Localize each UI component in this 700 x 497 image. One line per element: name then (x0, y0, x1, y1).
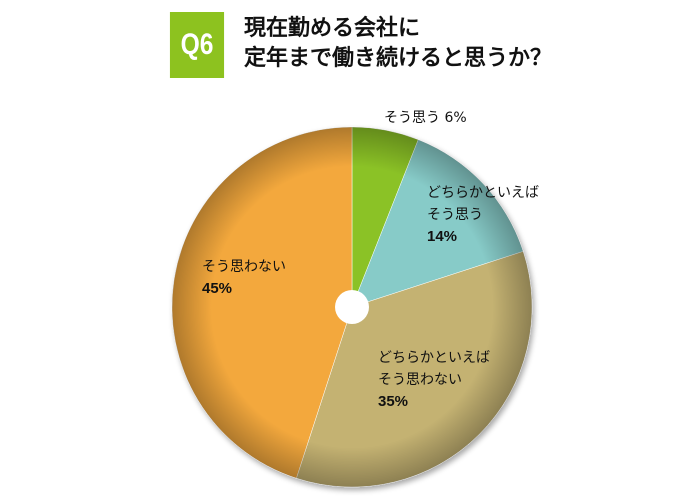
question-title: 現在勤める会社に 定年まで働き続けると思うか？ (244, 14, 552, 74)
slice-label-0-line-0: そう思う 6% (384, 110, 467, 126)
question-title-line-1: 現在勤める会社に (244, 16, 421, 41)
slice-label-2-line-0: どちらかといえば (378, 350, 490, 366)
slice-label-3-line-0: そう思わない (202, 259, 286, 275)
slice-label-2-line-1: そう思わない (378, 372, 462, 388)
slice-percent-2: 35% (378, 393, 408, 410)
slice-percent-1: 14% (427, 228, 457, 245)
question-number-badge: Q6 (169, 12, 225, 78)
slice-label-1-line-0: どちらかといえば (427, 185, 539, 201)
slice-percent-3: 45% (202, 280, 232, 297)
pie-center-hole (335, 290, 369, 324)
question-title-line-2: 定年まで働き続けると思うか？ (244, 46, 553, 71)
slice-label-1-line-1: そう思う (427, 207, 483, 223)
